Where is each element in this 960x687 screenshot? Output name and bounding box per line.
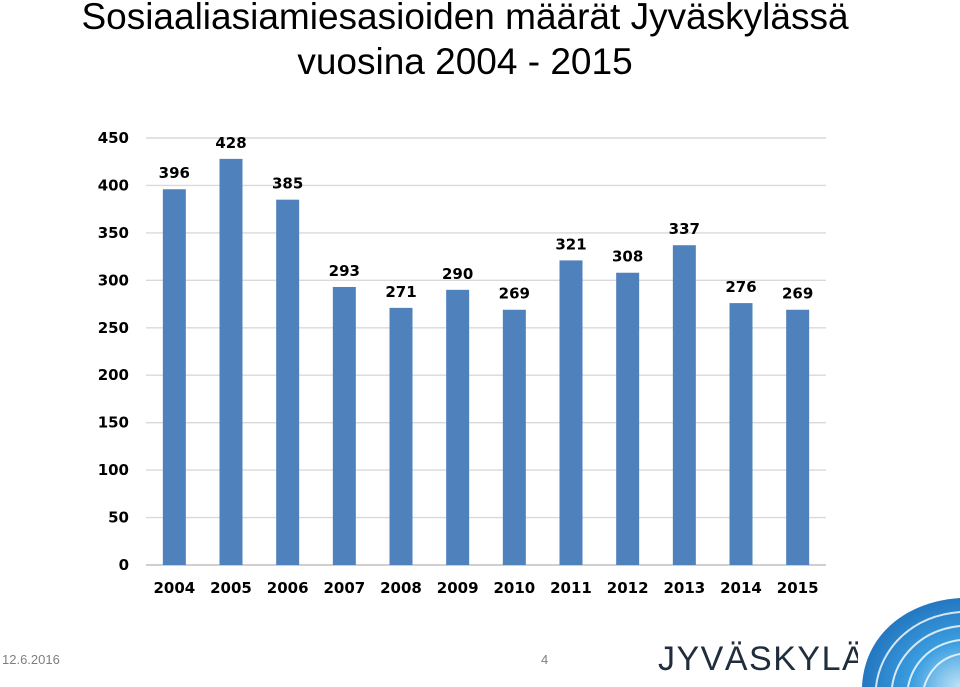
x-tick-label: 2013 [663,579,705,597]
data-label: 308 [612,248,643,266]
data-label: 290 [442,265,473,283]
page-number: 4 [541,652,549,667]
data-label: 428 [215,134,246,152]
x-tick-label: 2010 [493,579,535,597]
data-label: 269 [499,285,530,303]
data-label: 293 [329,262,360,280]
x-tick-label: 2008 [380,579,422,597]
x-axis-ticks: 2004 2005 2006 2007 2008 2009 2010 2011 2012 2013… [153,579,818,597]
data-label: 337 [669,220,700,238]
data-label: 385 [272,175,303,193]
bar [616,272,640,565]
slide-title: Sosiaaliasiamiesasioiden määrät Jyväskyl… [0,0,930,84]
bar [559,260,583,565]
data-label: 269 [782,285,813,303]
bar [276,199,300,565]
data-label: 276 [725,278,756,296]
bars [162,158,810,566]
data-labels: 396 428 385 293 271 290 269 321 308 337 276 269 [159,134,814,303]
bar [502,309,526,565]
bar [389,307,413,565]
y-tick-label: 200 [98,366,129,384]
bar [446,289,470,565]
data-label: 321 [555,235,586,253]
bar [786,309,810,565]
y-tick-label: 300 [98,271,129,289]
y-tick-label: 400 [98,176,129,194]
x-tick-label: 2012 [607,579,649,597]
data-label: 271 [385,283,416,301]
logo-text: JYVÄSKYLÄ [658,640,858,678]
y-tick-label: 0 [119,556,129,574]
y-tick-label: 100 [98,461,129,479]
y-tick-label: 250 [98,319,129,337]
slide-date: 12.6.2016 [2,652,60,667]
y-tick-label: 50 [108,509,129,527]
y-tick-label: 150 [98,414,129,432]
gridlines [146,137,826,566]
jyvaskyla-logo: JYVÄSKYLÄ [658,640,858,678]
x-tick-label: 2011 [550,579,592,597]
bar [162,189,186,566]
x-tick-label: 2007 [323,579,365,597]
x-tick-label: 2005 [210,579,252,597]
y-axis-ticks: 0 50 100 150 200 250 300 350 400 450 [98,129,129,574]
bar [729,303,753,565]
title-line-2: vuosina 2004 - 2015 [297,41,633,82]
x-tick-label: 2006 [267,579,309,597]
x-tick-label: 2014 [720,579,762,597]
corner-wave-logo [862,598,960,687]
x-tick-label: 2004 [153,579,195,597]
y-tick-label: 450 [98,129,129,147]
title-line-1: Sosiaaliasiamiesasioiden määrät Jyväskyl… [81,0,849,37]
data-label: 396 [159,164,190,182]
bar [219,158,243,565]
x-tick-label: 2015 [777,579,819,597]
y-tick-label: 350 [98,224,129,242]
bar [332,286,356,565]
x-tick-label: 2009 [437,579,479,597]
bar [672,245,696,566]
